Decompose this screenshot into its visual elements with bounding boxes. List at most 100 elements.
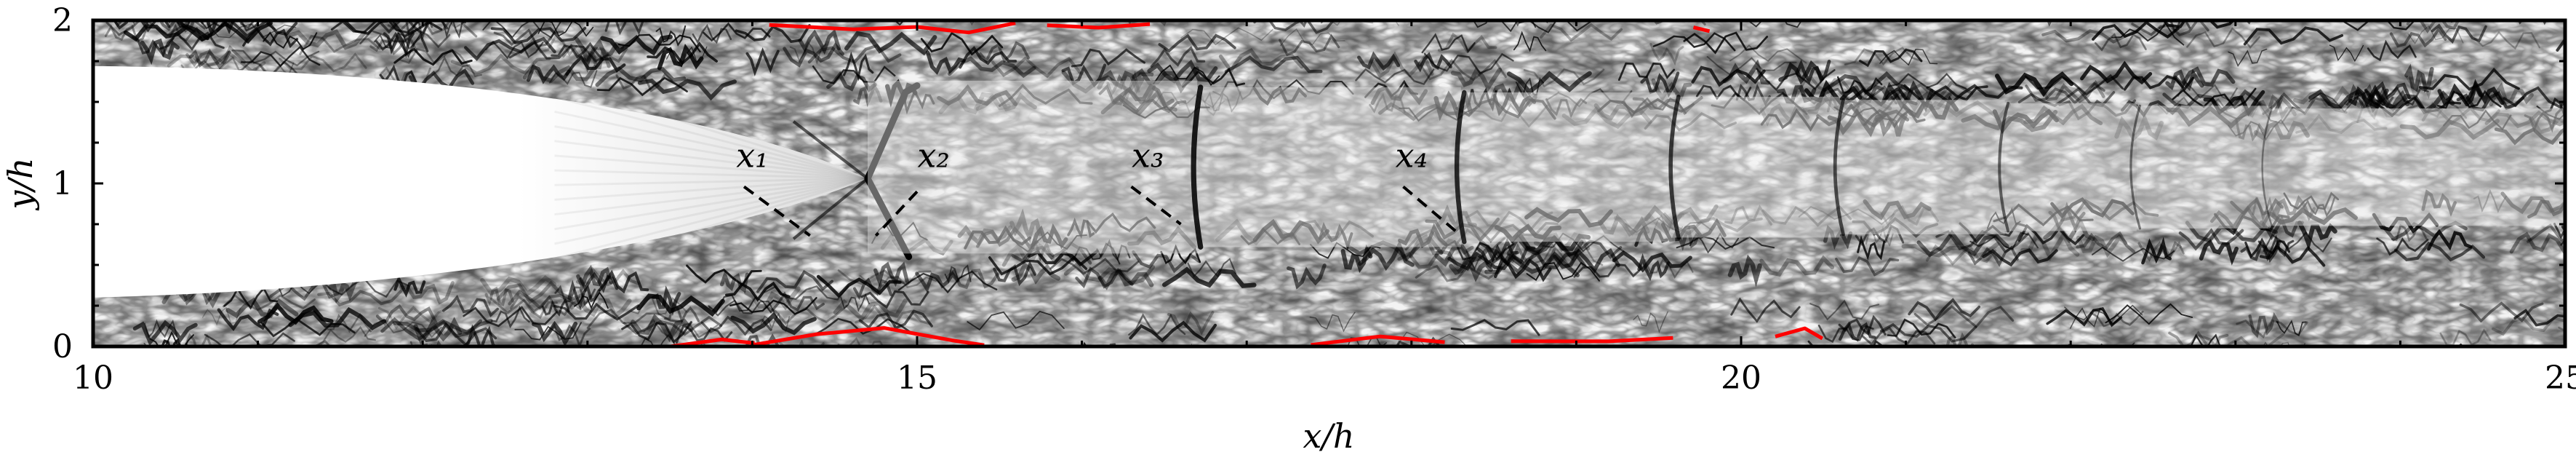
upper-shear-strand	[798, 28, 841, 55]
red-contour	[753, 326, 985, 346]
upper-shear-strand	[279, 52, 367, 73]
expansion-ray	[554, 177, 868, 201]
top-wall-strand	[666, 46, 708, 68]
top-wall-strand	[2389, 26, 2447, 48]
probe-label: x₄	[1396, 136, 1428, 175]
top-wall-strand	[1859, 48, 1923, 68]
upper-shear-strand	[844, 31, 937, 56]
upper-shear-strand	[464, 36, 556, 61]
red-contour	[1692, 25, 1711, 33]
y-ticks: 0 1 2	[52, 2, 2565, 365]
lower-shear-strand	[217, 308, 279, 331]
bottom-wall-strand	[1972, 352, 2007, 368]
lower-shear-strand	[1644, 258, 1694, 279]
upper-shear-strand	[812, 66, 896, 84]
expansion-ray	[554, 177, 868, 216]
lower-shear-strand	[2020, 230, 2080, 262]
lower-shear-strand	[508, 289, 593, 311]
lower-shear-strand	[328, 276, 359, 304]
lower-shear-strand	[223, 286, 278, 310]
lower-shear-strand	[509, 295, 574, 317]
lower-shear-strand	[480, 275, 557, 297]
probe-label: x₁	[736, 136, 768, 175]
bottom-wall-strand	[1809, 299, 1880, 321]
upper-shear-strand	[991, 56, 1081, 79]
lower-shear-strand	[730, 312, 817, 336]
upper-shear-strand	[2038, 79, 2105, 103]
lower-shear-strand	[1901, 242, 2000, 259]
bottom-wall-strand	[2491, 317, 2565, 336]
upper-shear-strand	[1889, 80, 1974, 100]
lower-shear-strand	[2092, 246, 2175, 262]
bottom-wall-strand	[175, 333, 212, 346]
top-wall-strand	[920, 31, 1004, 56]
lower-shear-strand	[770, 291, 825, 313]
lower-shear-strand	[1759, 255, 1835, 277]
upper-shear-strand	[807, 44, 902, 64]
upper-shear-strand	[1423, 52, 1514, 74]
bottom-wall-strand	[565, 349, 608, 368]
expansion-ray	[554, 110, 868, 180]
annotations: x₁ x₂ x₃ x₄	[736, 136, 1463, 237]
bottom-wall-strand	[220, 352, 249, 368]
upper-shear-strand	[2165, 68, 2204, 91]
upper-shear-strand	[518, 36, 578, 57]
bottom-wall-strand	[1311, 349, 1341, 370]
lower-shear-strand	[915, 271, 960, 293]
upper-shear-strand	[522, 63, 597, 83]
bottom-wall-strand	[1129, 320, 1217, 343]
upper-shear-strand	[2346, 88, 2394, 108]
shock-cell-region	[1675, 96, 1840, 238]
top-wall-strand	[604, 20, 645, 36]
bottom-wall-strand	[2046, 307, 2123, 328]
top-wall-strand	[207, 23, 297, 39]
top-wall-strand	[1451, 0, 1513, 12]
lower-shear-strand	[2297, 221, 2337, 251]
top-wall-strand	[2243, 26, 2344, 46]
bottom-wall-strand	[249, 349, 284, 366]
lower-shear-strand	[2376, 237, 2429, 256]
bottom-wall-strand	[1167, 311, 1215, 336]
bottom-wall-strand	[1908, 298, 1981, 322]
upper-shear-strand	[1823, 71, 1910, 95]
top-wall-strand	[1609, 20, 1706, 25]
upper-shear-strand	[113, 20, 171, 33]
lower-shear-strand	[1637, 253, 1671, 282]
upper-shear-strand	[637, 78, 737, 101]
bottom-wall-strand	[1990, 352, 2033, 370]
bottom-wall-strand	[170, 356, 250, 369]
y-tick-label: 2	[52, 2, 73, 39]
top-wall-strand	[1729, 44, 1807, 64]
lower-shear-strand	[2391, 223, 2428, 242]
shock-cell-region	[1460, 92, 1676, 242]
shock-front	[2261, 107, 2273, 227]
bottom-wall-strand	[2457, 343, 2465, 346]
upper-shear-strand	[979, 41, 1030, 64]
bottom-wall-strand	[2248, 312, 2280, 338]
potential-core	[93, 66, 868, 298]
top-wall-strand	[1519, 20, 1594, 33]
lower-shear-strand	[532, 320, 578, 346]
upper-shear-strand	[1414, 52, 1452, 73]
red-contour	[1775, 326, 1824, 341]
bottom-wall-strand	[1730, 297, 1801, 323]
upper-shear-strand	[2308, 88, 2389, 111]
lower-shear-strand	[2199, 239, 2239, 266]
top-wall-strand	[994, 0, 1084, 8]
bottom-wall-strand	[2105, 303, 2193, 325]
probe-line	[874, 190, 919, 237]
upper-shear-strand	[783, 42, 845, 68]
lower-shear-strand	[897, 270, 998, 294]
top-wall-strand	[2367, 39, 2417, 62]
lower-shear-strand	[567, 279, 601, 310]
bottom-wall-strand	[760, 312, 791, 333]
top-wall-strand	[1844, 47, 1923, 66]
expansion-ray	[554, 95, 868, 180]
top-wall-strand	[1421, 33, 1476, 54]
bottom-wall-strand	[622, 350, 692, 365]
expansion-ray	[554, 81, 868, 180]
upper-shear-strand	[596, 76, 688, 97]
top-wall-strand	[2041, 29, 2139, 44]
expansion-ray	[554, 177, 868, 231]
lower-shear-strand	[2553, 223, 2565, 239]
